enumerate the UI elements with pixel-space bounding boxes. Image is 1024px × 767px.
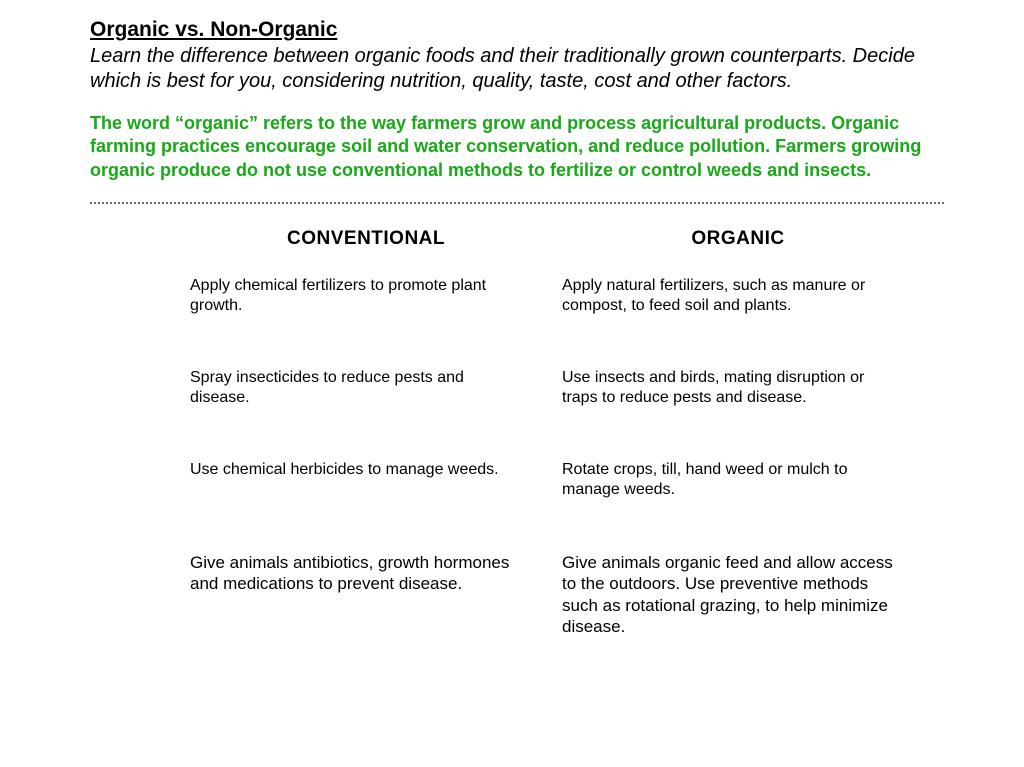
column-conventional: CONVENTIONAL Apply chemical fertilizers … <box>190 228 542 637</box>
table-columns: CONVENTIONAL Apply chemical fertilizers … <box>190 228 914 637</box>
table-cell: Use insects and birds, mating disruption… <box>562 368 914 460</box>
page-title: Organic vs. Non-Organic <box>90 18 944 42</box>
table-cell: Apply chemical fertilizers to promote pl… <box>190 276 542 368</box>
column-header-conventional: CONVENTIONAL <box>190 228 542 250</box>
table-cell: Spray insecticides to reduce pests and d… <box>190 368 542 460</box>
definition-paragraph: The word “organic” refers to the way far… <box>90 112 944 182</box>
column-header-organic: ORGANIC <box>562 228 914 250</box>
table-cell: Give animals organic feed and allow acce… <box>562 552 914 637</box>
page: Organic vs. Non-Organic Learn the differ… <box>0 0 1024 637</box>
column-organic: ORGANIC Apply natural fertilizers, such … <box>562 228 914 637</box>
table-cell: Apply natural fertilizers, such as manur… <box>562 276 914 368</box>
comparison-table: CONVENTIONAL Apply chemical fertilizers … <box>90 228 944 637</box>
page-subtitle: Learn the difference between organic foo… <box>90 44 944 94</box>
table-cell: Rotate crops, till, hand weed or mulch t… <box>562 460 914 552</box>
section-divider <box>90 202 944 204</box>
table-cell: Use chemical herbicides to manage weeds. <box>190 460 542 552</box>
table-cell: Give animals antibiotics, growth hormone… <box>190 552 542 595</box>
